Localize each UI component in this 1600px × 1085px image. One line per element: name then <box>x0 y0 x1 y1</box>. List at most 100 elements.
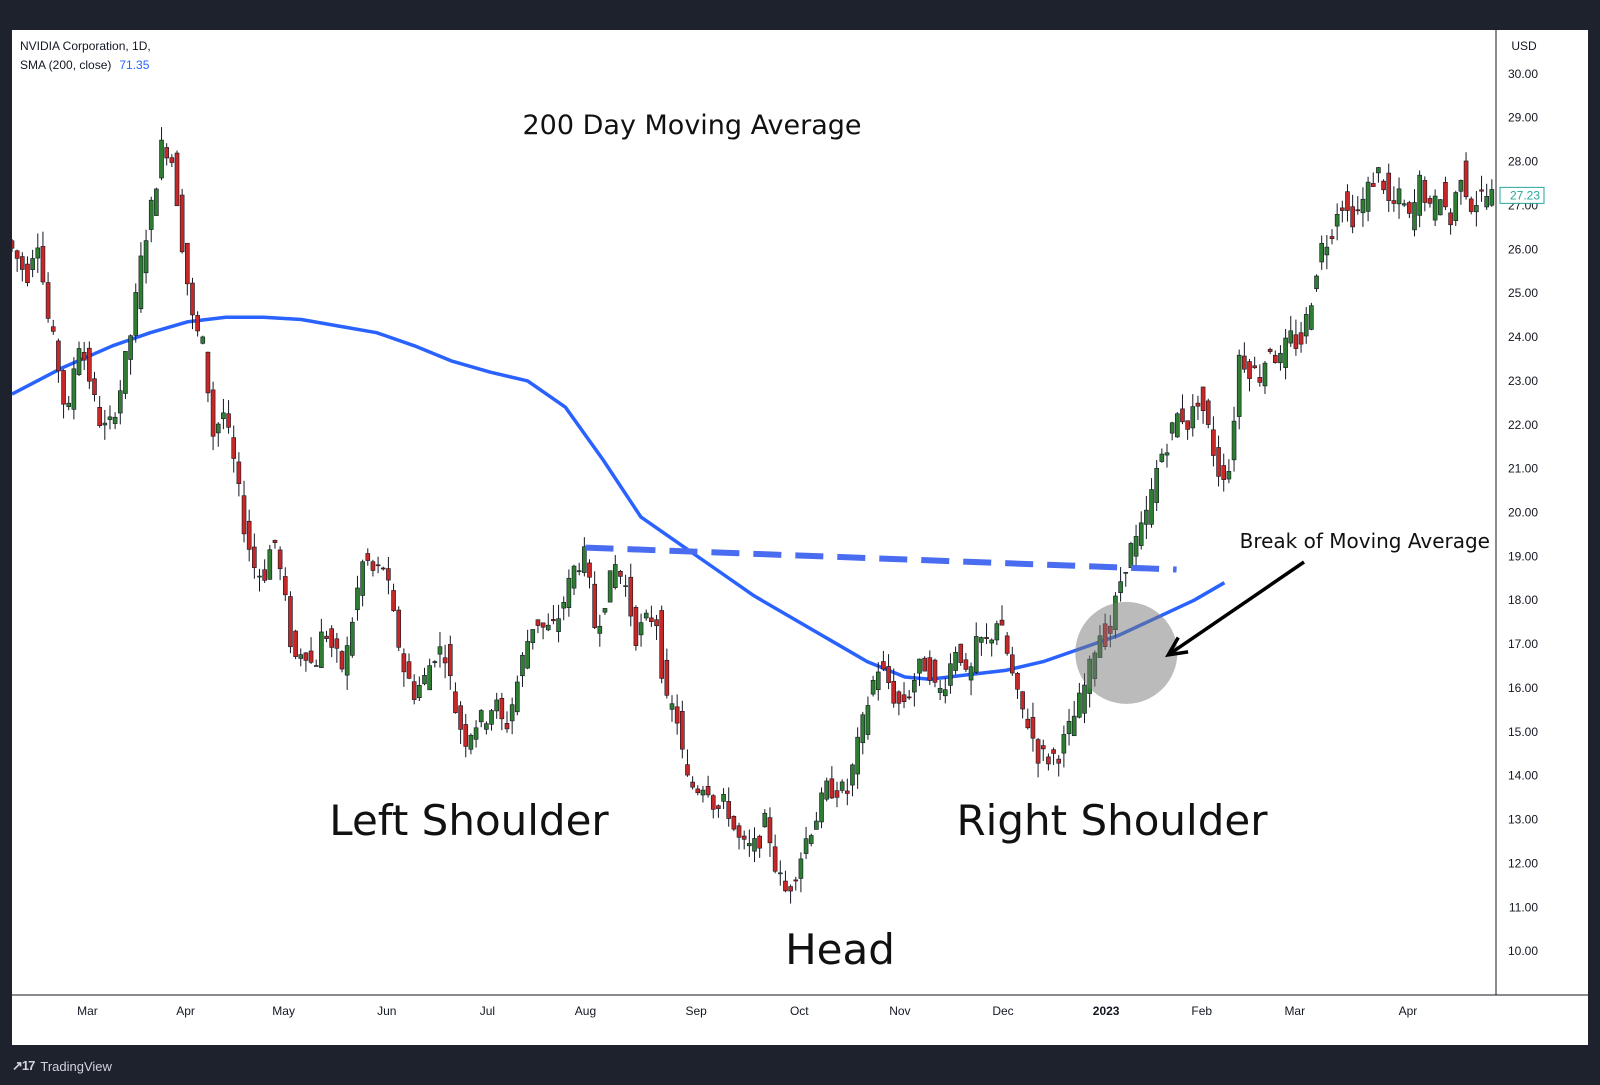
candle <box>169 154 175 168</box>
candle <box>942 677 948 704</box>
candle <box>994 620 1000 646</box>
candle <box>344 636 350 690</box>
candle <box>437 631 443 668</box>
y-tick-label: 21.00 <box>1508 462 1538 476</box>
candle <box>762 809 768 828</box>
candle <box>1159 448 1165 463</box>
y-tick-label: 24.00 <box>1508 330 1538 344</box>
candle <box>1468 196 1474 215</box>
candle <box>1061 725 1067 768</box>
candle <box>607 570 613 603</box>
candle <box>912 673 917 707</box>
right-shoulder-label: Right Shoulder <box>957 796 1269 845</box>
candle <box>380 566 386 571</box>
chart-frame: 200 Day Moving Average Left Shoulder Right… <box>12 30 1588 1045</box>
candle <box>447 635 453 690</box>
y-tick-label: 25.00 <box>1508 286 1538 300</box>
candle <box>1484 183 1489 210</box>
candle <box>1340 200 1345 223</box>
candle <box>1422 176 1428 212</box>
candle <box>35 233 41 273</box>
candle <box>767 807 773 857</box>
y-tick-label: 29.00 <box>1508 111 1538 125</box>
head-label: Head <box>785 925 895 974</box>
candle <box>386 557 391 595</box>
x-tick-label: Nov <box>889 1004 910 1018</box>
candle <box>772 834 778 874</box>
candle <box>829 766 835 800</box>
candle <box>1015 671 1020 699</box>
candle <box>1226 459 1232 484</box>
candle <box>1432 189 1438 227</box>
candle <box>148 196 154 243</box>
candle <box>968 662 974 696</box>
candle <box>200 335 206 345</box>
candle <box>215 422 221 447</box>
candle <box>1288 315 1294 347</box>
candle <box>633 605 639 651</box>
x-tick-label: Jun <box>377 1004 396 1018</box>
candle <box>881 650 886 672</box>
candle <box>855 727 860 789</box>
candle <box>1458 179 1464 205</box>
symbol-legend[interactable]: NVIDIA Corporation, 1D, <box>20 39 151 53</box>
indicator-legend[interactable]: SMA (200, close) 71.35 <box>20 58 149 72</box>
candle <box>710 794 716 819</box>
chart-title: 200 Day Moving Average <box>522 110 861 141</box>
candle <box>1046 753 1051 771</box>
candle <box>551 605 556 625</box>
axis-layer: USD30.0029.0028.0027.0026.0025.0024.0023… <box>12 30 1588 1018</box>
candle <box>360 559 365 607</box>
brand-name: TradingView <box>40 1058 112 1074</box>
candle <box>793 876 799 891</box>
candle <box>1489 179 1495 207</box>
candle <box>76 341 82 377</box>
candle <box>396 606 402 652</box>
candle <box>56 338 61 383</box>
candle <box>1293 319 1299 356</box>
candle <box>1329 229 1335 245</box>
currency-label: USD <box>1511 39 1537 53</box>
candle <box>432 660 438 668</box>
candle <box>999 605 1005 626</box>
candle <box>582 537 587 577</box>
candle <box>406 653 412 680</box>
candle <box>30 249 35 278</box>
last-price-label: 27.23 <box>1510 188 1540 202</box>
candle <box>1257 364 1263 387</box>
candle <box>246 509 252 562</box>
candle <box>277 546 283 581</box>
candle <box>1035 737 1041 778</box>
candle <box>81 341 87 371</box>
candle <box>618 569 623 584</box>
candle <box>484 721 489 735</box>
candlestick-chart[interactable]: 200 Day Moving Average Left Shoulder Right… <box>12 30 1588 1045</box>
candle <box>1360 187 1366 227</box>
candle <box>979 636 984 656</box>
candle <box>334 632 340 663</box>
candle <box>1391 186 1397 212</box>
candle <box>1355 196 1361 215</box>
candle <box>1412 189 1417 237</box>
candle <box>133 283 139 343</box>
tradingview-brand[interactable]: ↗17 TradingView <box>12 1058 112 1074</box>
candle <box>1004 632 1010 656</box>
candle <box>401 648 407 687</box>
candle <box>643 609 649 621</box>
candle <box>1401 199 1407 207</box>
candle <box>726 787 732 827</box>
candle <box>1175 412 1180 438</box>
candle <box>566 569 572 617</box>
candle <box>628 563 634 627</box>
candle <box>803 826 809 859</box>
candle <box>1252 356 1257 369</box>
candle <box>262 559 267 583</box>
candle <box>927 650 933 685</box>
candle <box>700 785 706 803</box>
candle <box>324 630 329 643</box>
candle <box>875 662 881 701</box>
candle <box>1319 235 1324 270</box>
candle <box>540 622 546 640</box>
x-tick-label: Mar <box>77 1004 98 1018</box>
candle <box>1144 496 1149 540</box>
